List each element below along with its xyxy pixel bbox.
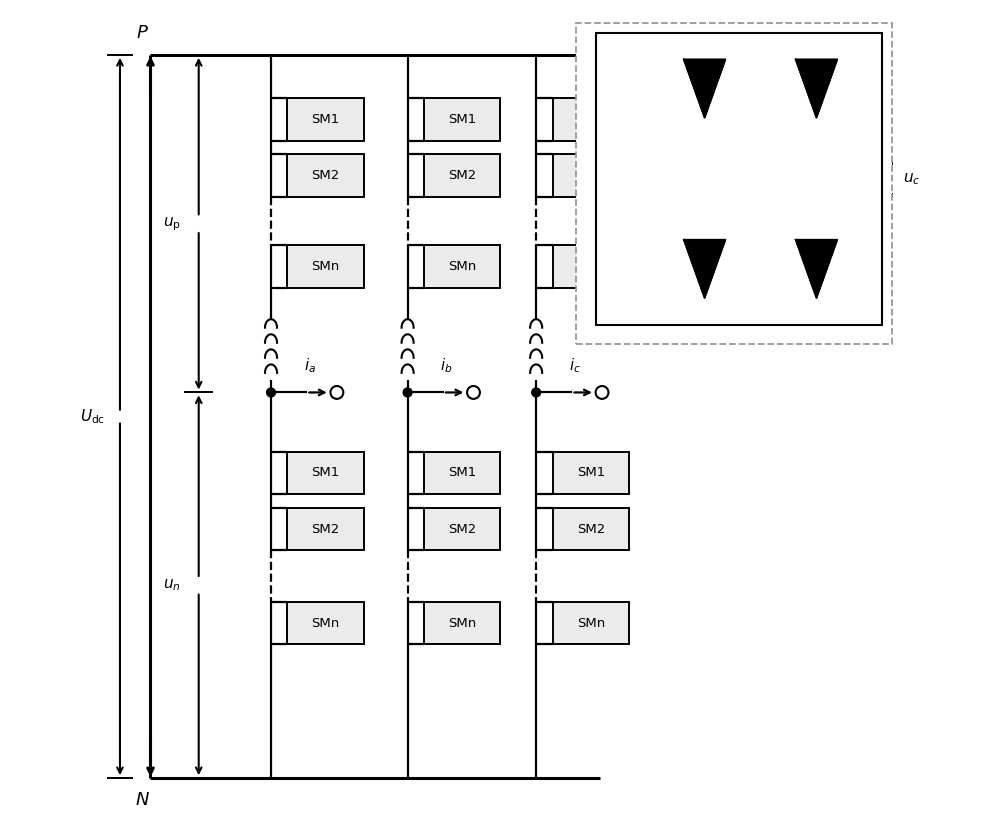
Text: SM2: SM2 [448, 169, 476, 182]
Bar [287, 98, 364, 141]
Text: B: B [584, 211, 593, 224]
Bar [553, 602, 629, 645]
Text: SM1: SM1 [312, 467, 340, 480]
Circle shape [267, 388, 275, 397]
Text: $U_{\mathrm{dc}}$: $U_{\mathrm{dc}}$ [80, 407, 106, 426]
Bar [553, 451, 629, 494]
Text: S4: S4 [719, 246, 734, 259]
Bar [287, 508, 364, 550]
Text: S2: S2 [607, 246, 622, 259]
Text: SM2: SM2 [577, 169, 605, 182]
Text: A: A [584, 134, 593, 147]
Text: SMn: SMn [577, 616, 605, 629]
Text: SMn: SMn [312, 616, 340, 629]
Bar [287, 245, 364, 288]
Text: $P$: $P$ [136, 24, 149, 42]
Text: SM2: SM2 [448, 523, 476, 536]
Text: $u_{\mathrm{p}}$: $u_{\mathrm{p}}$ [163, 215, 181, 233]
Bar [424, 508, 500, 550]
Text: SM2: SM2 [312, 169, 340, 182]
Text: $N$: $N$ [135, 791, 150, 809]
Bar [424, 245, 500, 288]
Polygon shape [796, 59, 837, 118]
Text: S1: S1 [607, 66, 622, 79]
Bar [287, 154, 364, 197]
Text: $i_{b}$: $i_{b}$ [440, 356, 452, 375]
Bar [287, 451, 364, 494]
Bar [424, 98, 500, 141]
Text: SM1: SM1 [448, 467, 476, 480]
Text: SMn: SMn [448, 616, 476, 629]
Bar [424, 154, 500, 197]
Text: SM1: SM1 [577, 467, 605, 480]
Bar [553, 508, 629, 550]
Text: SM1: SM1 [312, 113, 340, 126]
FancyBboxPatch shape [596, 33, 882, 325]
Text: $i_{c}$: $i_{c}$ [569, 356, 581, 375]
Bar [424, 451, 500, 494]
Text: SM2: SM2 [312, 523, 340, 536]
Text: SMn: SMn [312, 260, 340, 273]
Text: $u_{n}$: $u_{n}$ [163, 577, 181, 593]
Text: SM1: SM1 [577, 113, 605, 126]
Text: SM1: SM1 [448, 113, 476, 126]
Circle shape [532, 388, 541, 397]
Text: S3: S3 [719, 66, 734, 79]
Polygon shape [684, 240, 725, 298]
Bar [553, 98, 629, 141]
Polygon shape [684, 59, 725, 118]
Text: SM2: SM2 [577, 523, 605, 536]
Bar [424, 602, 500, 645]
Text: $u_c$: $u_c$ [903, 171, 920, 187]
Circle shape [403, 388, 412, 397]
Text: $i_{a}$: $i_{a}$ [304, 356, 316, 375]
Bar [553, 245, 629, 288]
Bar [287, 602, 364, 645]
FancyBboxPatch shape [576, 23, 892, 344]
Bar [553, 154, 629, 197]
Text: SMn: SMn [577, 260, 605, 273]
Text: SMn: SMn [448, 260, 476, 273]
Polygon shape [796, 240, 837, 298]
